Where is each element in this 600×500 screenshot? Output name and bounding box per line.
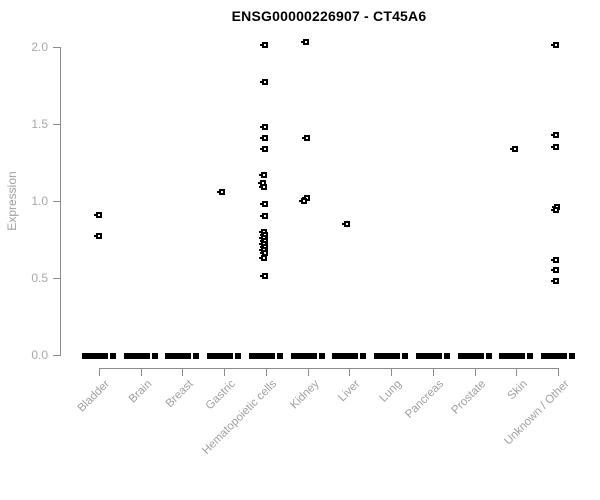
x-tick xyxy=(475,369,476,376)
x-tick-label: Breast xyxy=(163,378,196,410)
zero-expression-cluster xyxy=(499,353,533,359)
y-tick-label: 2.0 xyxy=(31,40,48,54)
data-point xyxy=(551,267,559,273)
data-point xyxy=(551,42,559,48)
data-point xyxy=(299,198,307,204)
y-tick-label: 0.0 xyxy=(31,348,48,362)
x-tick xyxy=(141,369,142,376)
x-tick-label: Pancreas xyxy=(403,378,447,421)
x-tick xyxy=(391,369,392,376)
data-point xyxy=(94,233,102,239)
data-point xyxy=(94,212,102,218)
data-point xyxy=(551,257,559,263)
data-point xyxy=(260,79,268,85)
data-point xyxy=(259,172,267,178)
zero-expression-cluster xyxy=(291,353,325,359)
x-axis-line xyxy=(99,368,559,369)
zero-expression-cluster xyxy=(249,353,283,359)
zero-expression-cluster xyxy=(458,353,492,359)
x-tick xyxy=(349,369,350,376)
data-point xyxy=(260,124,268,130)
zero-expression-cluster xyxy=(374,353,408,359)
data-point xyxy=(551,207,559,213)
x-tick xyxy=(224,369,225,376)
y-tick xyxy=(53,278,60,279)
data-point xyxy=(510,146,518,152)
chart-title: ENSG00000226907 - CT45A6 xyxy=(231,8,427,24)
y-tick xyxy=(53,124,60,125)
y-tick xyxy=(53,355,60,356)
data-point xyxy=(301,39,309,45)
data-point xyxy=(551,144,559,150)
x-tick-label: Brain xyxy=(127,378,155,406)
x-tick-label: Bladder xyxy=(75,378,113,415)
x-tick-label: Lung xyxy=(377,378,405,405)
zero-expression-cluster xyxy=(165,353,199,359)
x-tick xyxy=(182,369,183,376)
data-point xyxy=(258,180,266,186)
x-tick xyxy=(99,369,100,376)
x-tick xyxy=(308,369,309,376)
zero-expression-cluster xyxy=(124,353,158,359)
zero-expression-cluster xyxy=(416,353,450,359)
x-tick-label: Skin xyxy=(505,378,530,403)
x-tick xyxy=(266,369,267,376)
y-tick-label: 1.5 xyxy=(31,117,48,131)
zero-expression-cluster xyxy=(207,353,241,359)
data-point xyxy=(260,135,268,141)
data-point xyxy=(260,213,268,219)
data-point xyxy=(260,273,268,279)
data-point xyxy=(259,184,267,190)
zero-expression-cluster xyxy=(541,353,575,359)
x-tick xyxy=(516,369,517,376)
x-tick-label: Gastric xyxy=(203,378,238,413)
x-tick-label: Prostate xyxy=(449,378,489,417)
x-tick-label: Kidney xyxy=(288,378,322,412)
y-tick-label: 1.0 xyxy=(31,194,48,208)
data-point xyxy=(259,255,267,261)
y-tick xyxy=(53,47,60,48)
x-tick xyxy=(558,369,559,376)
data-point xyxy=(260,201,268,207)
data-point xyxy=(260,250,268,256)
y-tick xyxy=(53,201,60,202)
data-point xyxy=(217,189,225,195)
x-tick-label: Liver xyxy=(336,378,363,405)
data-point xyxy=(260,42,268,48)
data-point xyxy=(342,221,350,227)
x-tick xyxy=(433,369,434,376)
y-axis-line xyxy=(60,47,61,356)
zero-expression-cluster xyxy=(332,353,366,359)
data-point xyxy=(302,135,310,141)
data-point xyxy=(551,132,559,138)
x-tick-label: Hematopoietic cells xyxy=(200,378,280,457)
data-point xyxy=(551,278,559,284)
data-point xyxy=(260,146,268,152)
zero-expression-cluster xyxy=(82,353,116,359)
y-tick-label: 0.5 xyxy=(31,271,48,285)
